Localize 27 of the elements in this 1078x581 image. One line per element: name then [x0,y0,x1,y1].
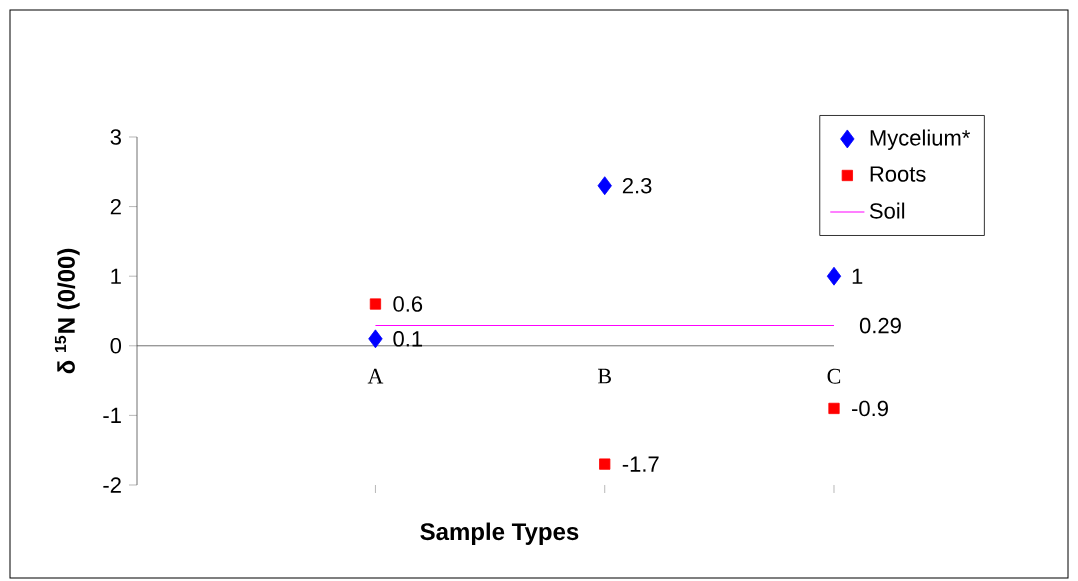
y-tick-label: 3 [110,129,121,145]
data-label: 1 [852,268,863,284]
data-label: 0.6 [393,296,423,312]
data-label: 2.3 [622,177,652,194]
legend-label: Soil [869,202,905,219]
y-tick-label: 1 [111,268,121,284]
data-label: 0.1 [393,331,423,347]
point [828,402,840,415]
y-tick-label: -2 [103,477,121,493]
data-label: -1.7 [622,456,659,472]
point [826,266,842,286]
point [599,458,611,470]
point [369,298,382,310]
y-tick-label: 2 [110,198,121,215]
x-tick-label: C [827,368,841,384]
x-tick-label: A [367,368,384,384]
y-axis-title: δ $^{15}$N (0/00) [54,248,80,374]
point [597,176,612,196]
y-tick-label: -1 [103,407,121,423]
y-tick-label: 0 [110,338,122,354]
legend-label: Mycelium* [870,129,971,150]
data-label: -0.9 [852,400,888,417]
data-label: 0.29 [859,317,901,334]
point [368,329,383,349]
legend-label: Roots [870,166,926,182]
x-axis-title: Sample Types [420,522,579,545]
x-tick-label: B [598,368,611,384]
